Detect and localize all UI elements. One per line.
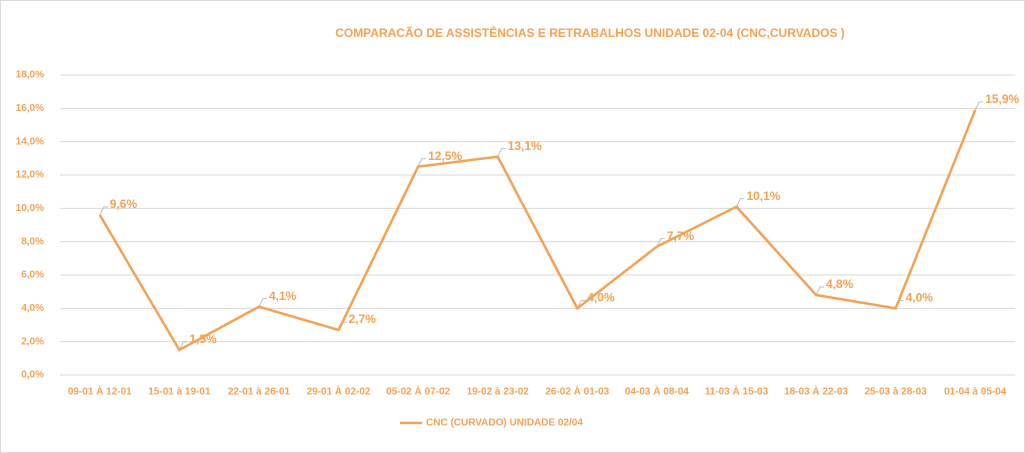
legend-label: CNC (CURVADO) UNIDADE 02/04 [426,418,583,429]
label-leader [258,298,267,307]
data-label: 4,8% [826,277,854,291]
label-leader [974,101,984,111]
y-tick-label: 18,0% [16,70,44,81]
x-tick-label: 15-01 à 19-01 [148,387,211,398]
x-tick-label: 29-01 À 02-02 [307,385,371,398]
data-label: 15,9% [985,92,1019,106]
data-label: 1,5% [189,332,217,346]
line [98,109,977,352]
y-tick-label: 16,0% [16,103,44,114]
data-label: 9,6% [110,197,138,211]
x-tick-label: 18-03 À 22-03 [784,385,848,398]
label-leader [656,238,665,247]
label-leader [815,286,825,296]
x-tick-label: 11-03 À 15-03 [705,385,769,398]
y-tick-label: 6,0% [21,270,44,281]
data-label: 12,5% [428,149,462,163]
y-tick-label: 0,0% [21,370,44,381]
x-tick-label: 01-04 à 05-04 [944,387,1007,398]
data-label: 13,1% [508,139,542,153]
label-leader [576,299,586,309]
data-label: 10,1% [746,189,780,203]
y-tick-label: 2,0% [21,336,44,347]
y-tick-label: 8,0% [21,236,44,247]
x-tick-label: 22-01 à 26-01 [228,387,291,398]
y-tick-label: 4,0% [21,303,44,314]
label-leader [497,148,506,157]
y-tick-label: 14,0% [16,136,44,147]
x-tick-label: 25-03 à 28-03 [864,387,927,398]
data-label: 4,0% [906,291,934,305]
x-tick-label: 09-01 À 12-01 [68,385,132,398]
chart-title: COMPARACÃO DE ASSISTÊNCIAS E RETRABALHOS… [335,25,845,40]
x-tick-label: 05-02 À 07-02 [386,385,450,398]
x-tick-label: 04-03 À 08-04 [625,385,689,398]
x-tick-label: 19-02 à 23-02 [467,387,530,398]
label-leader [99,206,108,216]
label-leader [736,198,745,207]
x-tick-label: 26-02 À 01-03 [545,385,609,398]
label-leader [178,341,188,351]
y-tick-label: 12,0% [16,170,44,181]
y-tick-label: 10,0% [16,203,44,214]
data-label: 2,7% [349,312,377,326]
data-label: 4,1% [269,289,297,303]
label-leader [417,158,427,167]
